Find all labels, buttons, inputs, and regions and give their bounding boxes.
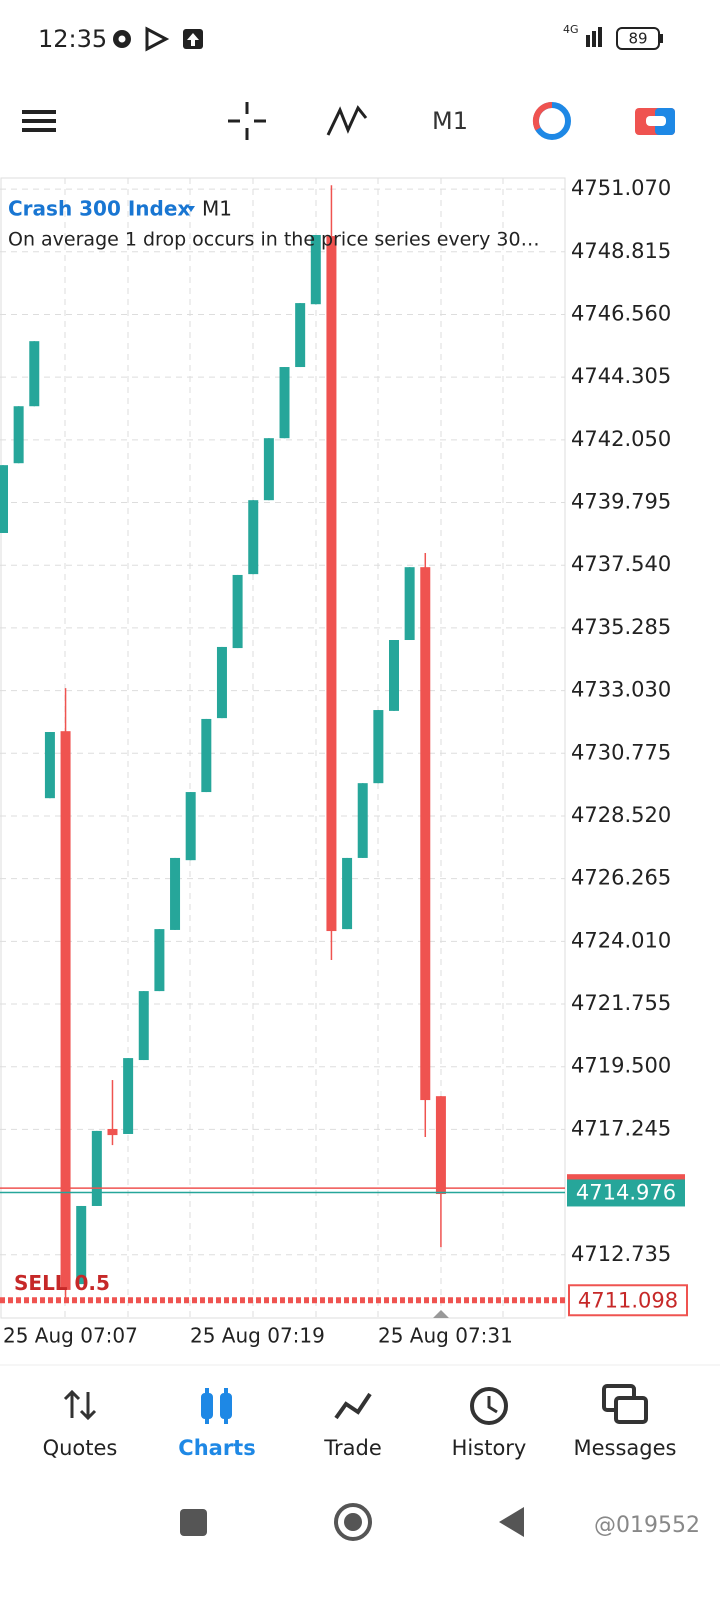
y-tick-label: 4724.010 <box>571 928 671 952</box>
candle-body <box>201 718 212 793</box>
candle-body <box>248 500 259 575</box>
y-tick-label: 4721.755 <box>571 991 671 1015</box>
candle-body <box>138 991 149 1061</box>
watermark: @019552 <box>594 1513 700 1538</box>
y-tick-label: 4737.540 <box>571 552 671 576</box>
system-nav <box>180 1503 524 1541</box>
candle-body <box>357 783 368 858</box>
timeframe-button[interactable]: M1 <box>432 107 468 135</box>
y-tick-label: 4717.245 <box>571 1116 671 1140</box>
indicators-button[interactable] <box>326 105 368 136</box>
candle-body <box>216 646 227 719</box>
y-tick-label: 4746.560 <box>571 301 671 325</box>
nav-tab[interactable]: Charts <box>178 1436 255 1460</box>
menu-button[interactable] <box>22 110 56 132</box>
network-label: 4G <box>563 23 579 36</box>
trade-panel-button[interactable] <box>532 101 571 140</box>
candle-body <box>263 438 274 501</box>
candle-body <box>29 341 40 407</box>
plot-border <box>0 177 566 1319</box>
battery-level: 89 <box>628 30 647 48</box>
symbol-name[interactable]: Crash 300 Index <box>8 197 190 221</box>
candle-body <box>154 929 165 992</box>
bid-price-box <box>567 1179 685 1207</box>
x-tick-label: 25 Aug 07:19 <box>190 1324 325 1348</box>
candle-body <box>107 1128 118 1136</box>
candle-body <box>60 731 71 1290</box>
candle-body <box>310 234 321 305</box>
y-tick-label: 4712.735 <box>571 1242 671 1266</box>
candle-body <box>76 1205 87 1285</box>
bid-price-label: 4714.976 <box>576 1180 676 1204</box>
chart-area: 4751.070 4748.815 4746.560 4744.305 4742.050… <box>0 176 688 1348</box>
sell-price-box <box>568 1284 688 1317</box>
candle-body <box>279 367 290 439</box>
y-tick-label: 4726.265 <box>571 866 671 890</box>
sell-price-label: 4711.098 <box>578 1288 678 1312</box>
bottom-nav: Quotes Charts Trade History Messages <box>43 1436 677 1460</box>
one-click-button[interactable] <box>635 108 675 135</box>
candle-body <box>123 1058 134 1134</box>
y-tick-label: 4735.285 <box>571 615 671 639</box>
nav-tab[interactable]: Trade <box>323 1436 382 1460</box>
candle-body <box>389 640 399 711</box>
candle-body <box>232 574 243 649</box>
y-tick-label: 4719.500 <box>571 1054 671 1078</box>
candle-body <box>170 857 181 930</box>
y-tick-label: 4739.795 <box>571 490 671 514</box>
nav-tab[interactable]: Messages <box>574 1436 677 1460</box>
status-time: 12:35 <box>38 25 107 53</box>
nav-tab[interactable]: Quotes <box>43 1436 118 1460</box>
y-tick-label: 4744.305 <box>571 364 671 388</box>
y-tick-label: 4751.070 <box>571 176 671 200</box>
symbol-description: On average 1 drop occurs in the price se… <box>8 229 540 251</box>
x-tick-label: 25 Aug 07:31 <box>378 1324 513 1348</box>
y-tick-label: 4728.520 <box>571 803 671 827</box>
y-tick-label: 4733.030 <box>571 678 671 702</box>
crosshair-button[interactable] <box>228 102 266 140</box>
candle-body <box>326 236 337 932</box>
candle-body <box>404 567 415 641</box>
candle-body <box>91 1130 102 1206</box>
symbol-dropdown[interactable] <box>187 206 195 212</box>
nav-icons <box>63 1384 648 1425</box>
y-tick-label: 4742.050 <box>571 427 671 451</box>
candle-body <box>435 1096 446 1195</box>
candle-body <box>185 792 196 861</box>
candle-body <box>295 303 306 368</box>
candle-body <box>13 406 24 464</box>
y-tick-label: 4748.815 <box>571 239 671 263</box>
chart-timeframe: M1 <box>202 197 232 221</box>
candle-body <box>44 732 55 799</box>
status-icons <box>113 26 663 52</box>
candle-body <box>373 710 384 784</box>
x-tick-label: 25 Aug 07:07 <box>3 1324 138 1348</box>
sell-order-label[interactable]: SELL 0.5 <box>14 1271 110 1295</box>
candle-body <box>0 465 8 533</box>
scroll-marker <box>433 1310 449 1318</box>
candle-body <box>420 567 431 1101</box>
nav-tab[interactable]: History <box>452 1436 527 1460</box>
candle-body <box>342 857 353 930</box>
y-tick-label: 4730.775 <box>571 740 671 764</box>
